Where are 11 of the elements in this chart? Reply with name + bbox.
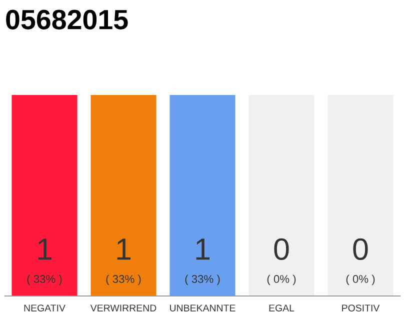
chart-title: 05682015 — [6, 10, 128, 30]
x-tick-label: UNBEKANNTE — [170, 304, 236, 312]
x-tick-label: VERWIRREND — [90, 304, 156, 312]
data-label: 1 ( 33% ) — [27, 238, 62, 286]
annotation: 0 ( 0% ) — [267, 238, 296, 286]
x-tick-label: POSITIV — [342, 304, 380, 312]
x-tick-label: EGAL — [269, 304, 294, 312]
data-label: 1 ( 33% ) — [106, 238, 141, 286]
data-label: 1 ( 33% ) — [185, 238, 220, 286]
annotation: 0 ( 0% ) — [346, 238, 375, 286]
x-tick-label: NEGATIV — [24, 304, 66, 312]
